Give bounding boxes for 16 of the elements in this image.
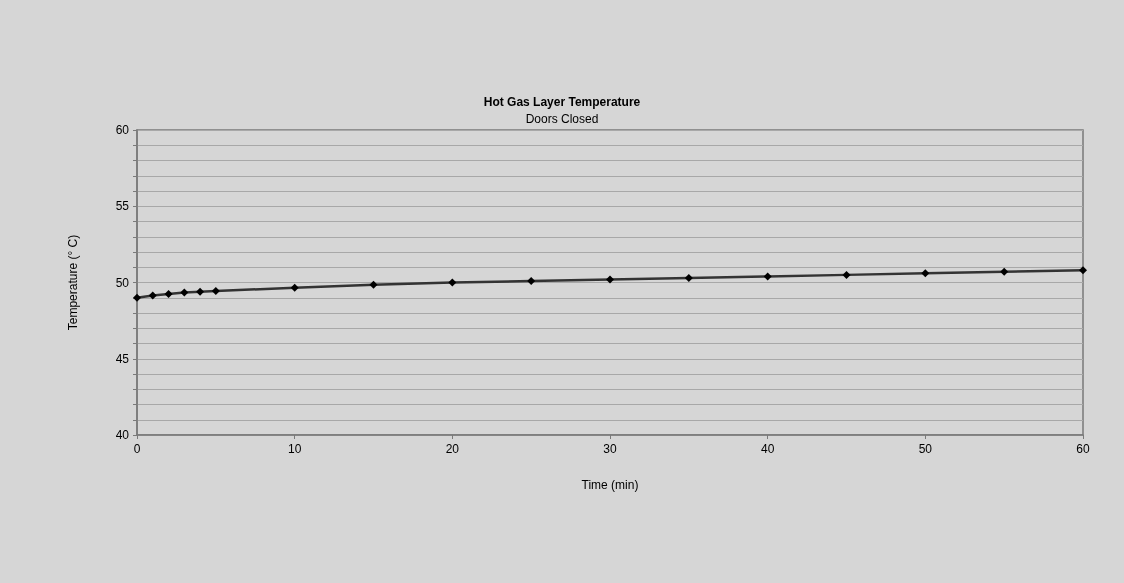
x-tick-label: 40 [760,442,775,456]
x-tick-label: 20 [445,442,460,456]
x-tick-label: 10 [287,442,302,456]
x-tick-label: 50 [918,442,933,456]
x-tick-label: 0 [133,442,141,456]
y-tick-label: 50 [115,275,130,290]
x-tick-label: 60 [1076,442,1090,456]
chart-title: Hot Gas Layer Temperature [483,95,641,109]
x-axis-title: Time (min) [581,478,639,492]
x-tick-label: 30 [603,442,617,456]
y-axis-title: Temperature (° C) [66,234,80,331]
chart-subtitle: Doors Closed [525,112,599,126]
y-tick-label: 45 [115,351,130,366]
y-tick-label: 55 [115,199,130,214]
y-tick-label: 60 [115,123,130,137]
y-tick-label: 40 [115,428,130,442]
